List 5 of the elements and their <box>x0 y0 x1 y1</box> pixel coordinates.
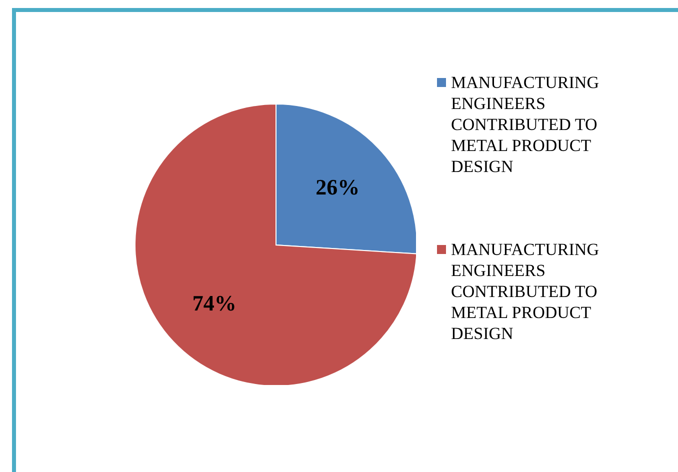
legend-label: MANUFACTURING ENGINEERS CONTRIBUTED TO METAL PRODUCT DESIGN <box>451 72 600 177</box>
pie-slice <box>134 104 416 385</box>
legend-label: MANUFACTURING ENGINEERS CONTRIBUTED TO METAL PRODUCT DESIGN <box>451 239 600 344</box>
data-label: 74% <box>192 290 236 316</box>
data-label: 26% <box>316 174 360 200</box>
